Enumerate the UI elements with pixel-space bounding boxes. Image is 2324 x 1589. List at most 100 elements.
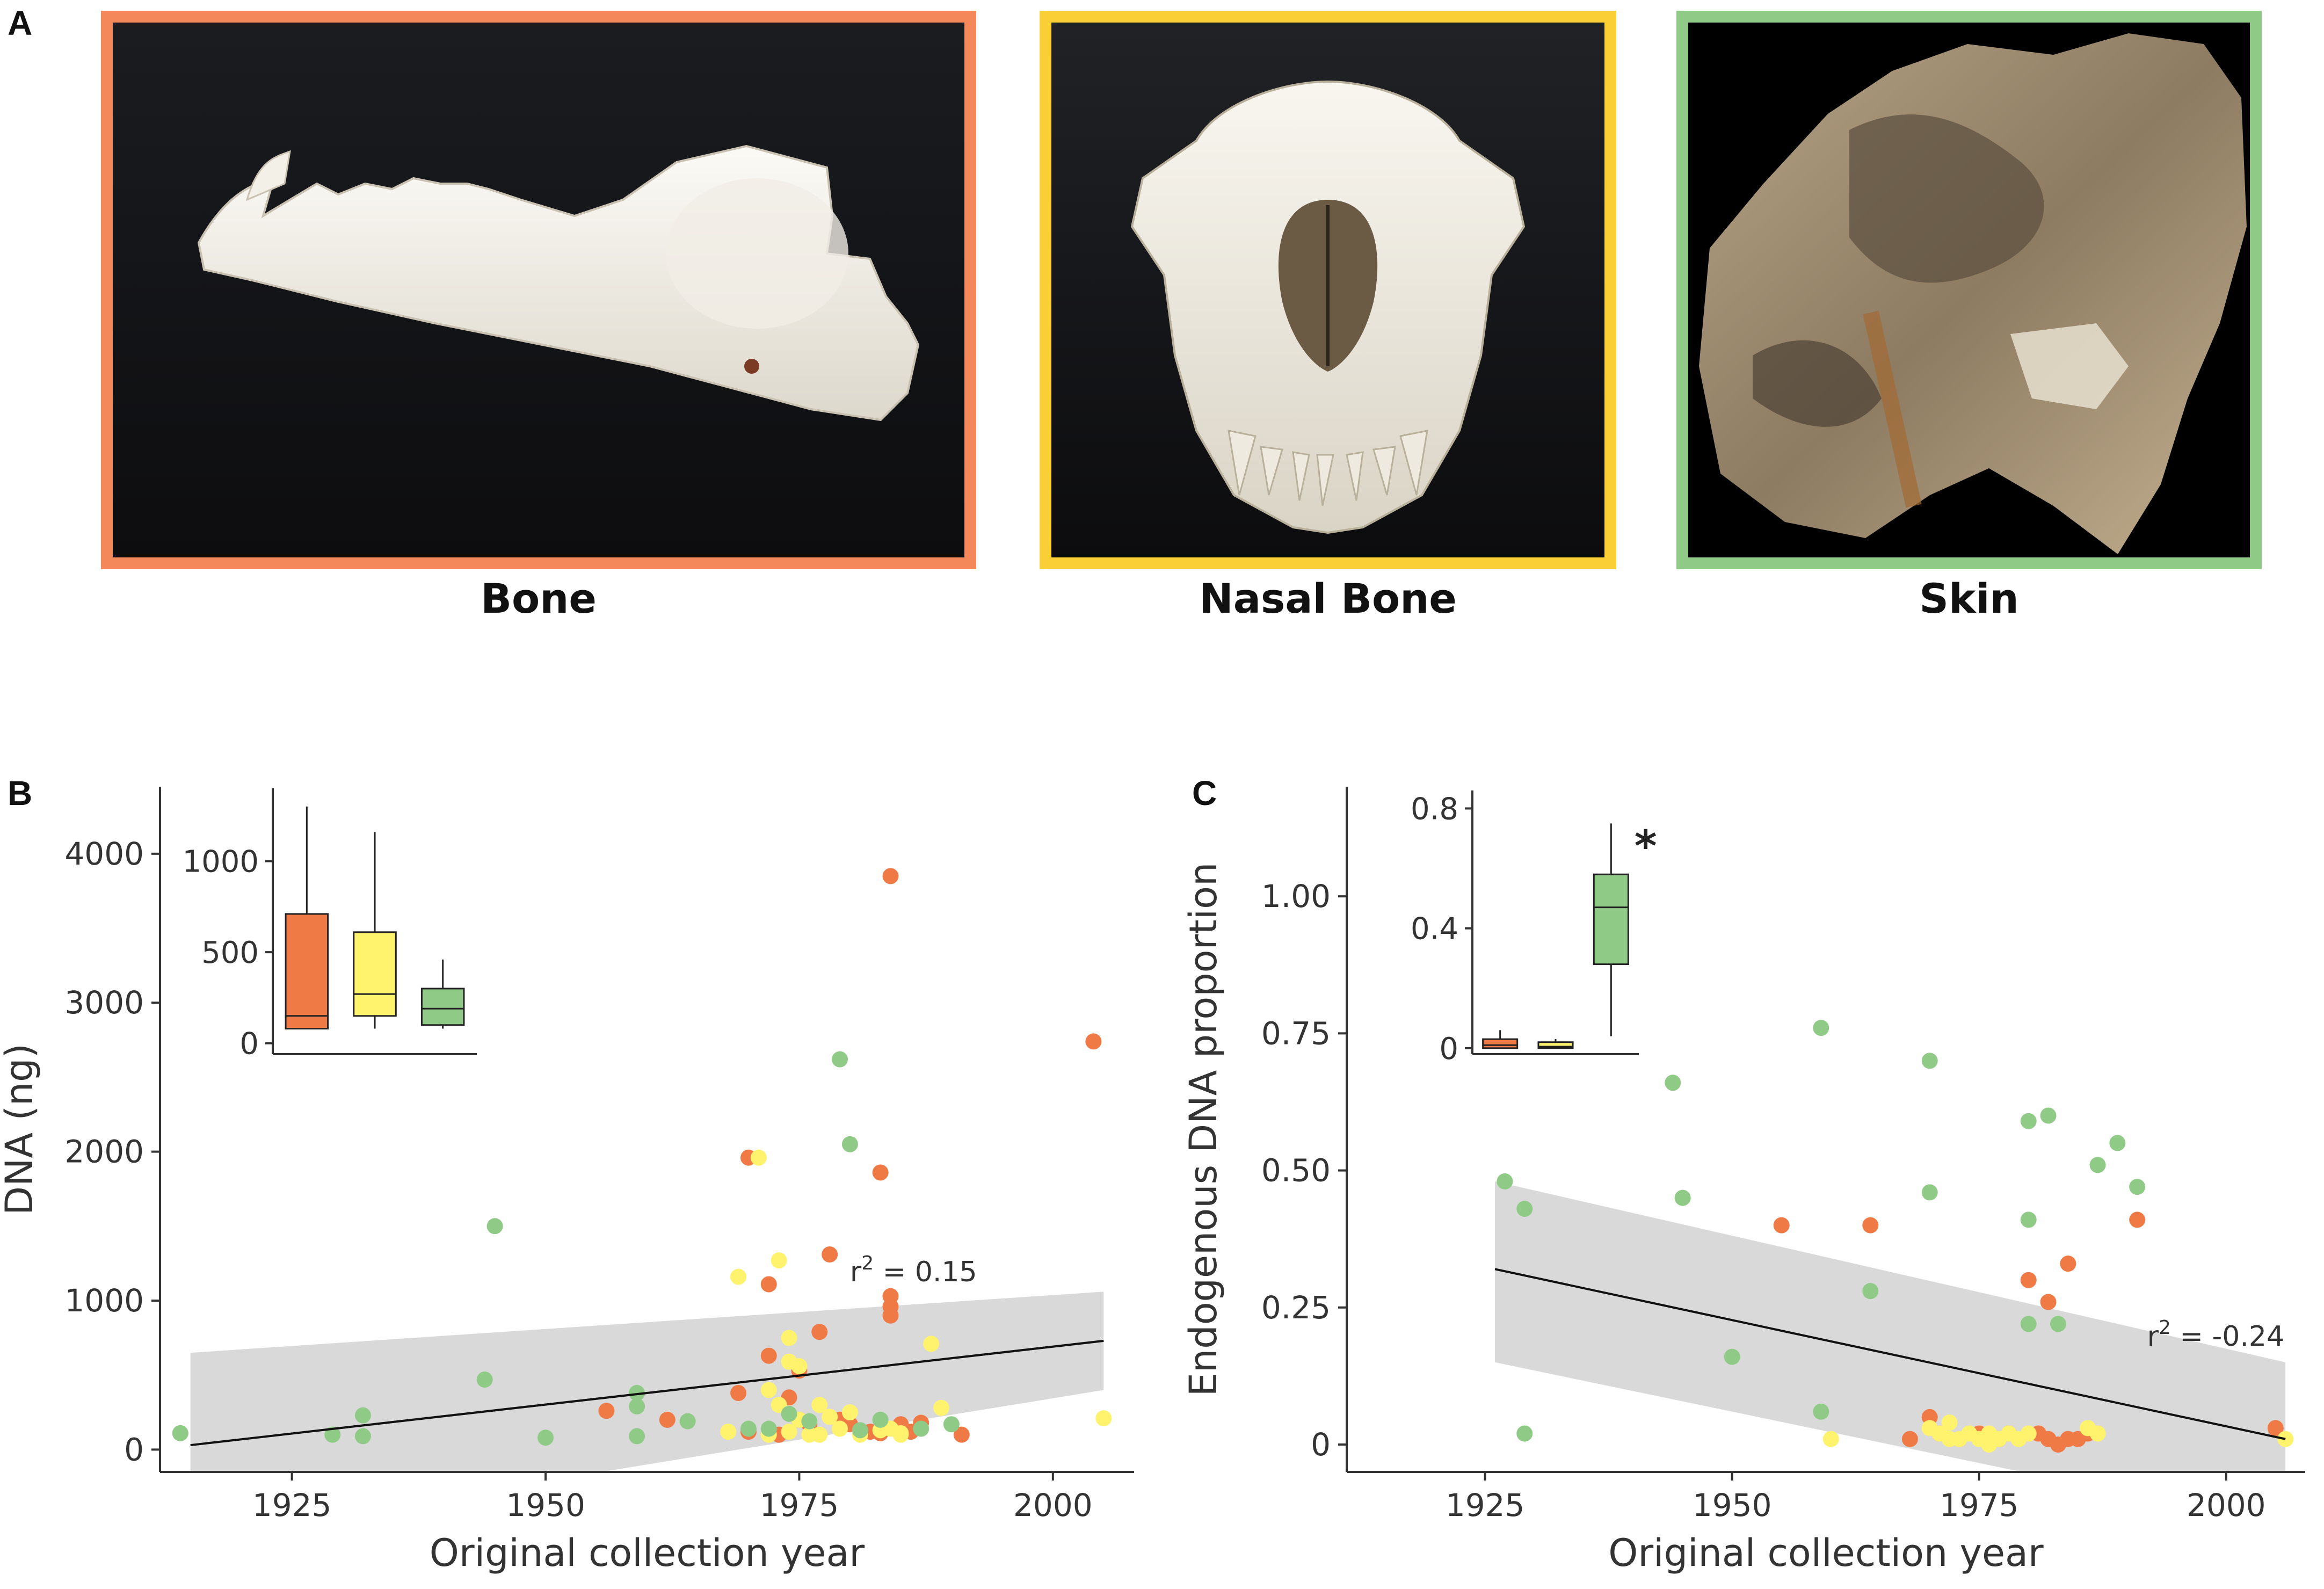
point-bone [659,1411,676,1428]
box-nasal-bone [353,931,397,1017]
point-bone [1085,1033,1102,1050]
point-skin [1724,1348,1740,1365]
point-skin [629,1398,645,1414]
point-skin [538,1430,554,1446]
y-tick-label: 0 [1311,1426,1331,1463]
y-tick-label: 0.25 [1261,1289,1331,1326]
point-skin [629,1384,645,1401]
point-nasal-bone [923,1336,940,1352]
point-skin [2020,1113,2037,1129]
skull-illustration [1051,23,1604,557]
y-tick-label: 2000 [64,1134,144,1170]
point-bone [953,1426,970,1443]
r-value: = -0.24 [2171,1320,2284,1353]
point-skin [354,1428,371,1445]
chart-b: 1925 1950 1975 200001000200030004000Origina… [0,787,2305,1575]
point-skin [1674,1189,1691,1206]
point-skin [2020,1316,2037,1332]
y-tick-label: 0 [124,1431,144,1468]
x-axis-title: Original collection year [1608,1531,2044,1575]
bone-caption: Bone [481,575,597,622]
point-skin [832,1051,848,1068]
box-skin [420,988,465,1026]
point-nasal-bone [760,1382,777,1398]
r-squared-annotation: r2 = -0.24 [2147,1317,2284,1353]
y-tick-label: 1.00 [1261,878,1331,915]
point-bone [1901,1431,1918,1447]
point-nasal-bone [892,1426,909,1443]
point-bone [598,1403,615,1419]
box-nasal-bone [1537,1041,1574,1049]
scatter-plot-c: 1925 1950 1975 2000 0 0.25 0.50 0.75 1.00 Origina… [1181,787,2305,1575]
box-skin [1593,873,1629,966]
point-skin [1813,1020,1829,1036]
point-skin [781,1405,797,1422]
point-skin [2020,1211,2037,1228]
inset-y-tick-label: 0.8 [1411,792,1458,826]
point-skin [841,1136,858,1152]
boxplot-b-inset: 0 500 1000 [182,788,477,1062]
point-skin [2089,1157,2106,1173]
point-skin [1921,1053,1938,1069]
point-nasal-bone [811,1397,828,1413]
confidence-band [1495,1181,2286,1472]
point-nasal-bone [1981,1436,1998,1453]
point-skin [486,1218,503,1235]
point-bone [2050,1436,2066,1453]
point-skin [740,1420,757,1437]
nasal-bone-caption: Nasal Bone [1199,575,1457,622]
x-tick-label: 1950 [506,1487,585,1523]
x-axis-title: Original collection year [430,1531,865,1575]
x-tick-label: 1925 [1446,1487,1525,1523]
box-bone [285,913,329,1030]
point-nasal-bone [822,1409,838,1425]
inset-y-tick-label: 500 [201,935,259,970]
point-skin [1813,1403,1829,1420]
point-nasal-bone [832,1420,848,1437]
point-bone [882,1307,899,1324]
scatter-plot-b: 1925 1950 1975 2000 0 1000 2000 3000 4000 Origina… [0,787,1134,1575]
inset-y-tick-label: 0 [1439,1032,1458,1066]
regression-line [1494,1268,2286,1440]
point-skin [1497,1173,1513,1189]
skin-photo [1676,11,2262,569]
point-skin [324,1426,341,1443]
point-skin [1516,1201,1533,1217]
point-nasal-bone [1822,1431,1839,1447]
point-bone [1862,1217,1879,1234]
point-nasal-bone [750,1149,767,1166]
point-skin [476,1372,493,1388]
point-nasal-bone [2020,1425,2037,1442]
x-tick-label: 2000 [1013,1487,1093,1523]
bone-photo [101,11,976,569]
point-skin [2109,1135,2126,1151]
point-bone [760,1276,777,1293]
point-bone [2129,1211,2146,1228]
point-bone [760,1347,777,1364]
pelt-illustration [1688,23,2250,557]
r-symbol: r [850,1256,862,1288]
mandible-illustration [113,23,964,557]
x-tick-label: 2000 [2187,1487,2266,1523]
point-skin [2040,1107,2057,1124]
y-tick-label: 4000 [64,836,144,872]
box-bone [1482,1038,1519,1049]
y-tick-label: 0.50 [1261,1152,1331,1189]
point-bone [882,868,899,884]
point-skin [1862,1283,1879,1300]
point-nasal-bone [1941,1414,1958,1431]
point-bone [730,1384,747,1401]
r-symbol: r [2147,1320,2159,1353]
point-bone [872,1164,889,1181]
point-nasal-bone [781,1330,797,1346]
point-nasal-bone [781,1424,797,1440]
point-nasal-bone [811,1426,828,1443]
point-nasal-bone [730,1268,747,1285]
point-skin [1921,1184,1938,1201]
point-skin [679,1413,696,1430]
point-bone [811,1324,828,1340]
point-skin [943,1416,960,1433]
r-squared-annotation: r2 = 0.15 [850,1252,977,1288]
point-nasal-bone [771,1252,787,1269]
y-tick-label: 3000 [64,984,144,1021]
